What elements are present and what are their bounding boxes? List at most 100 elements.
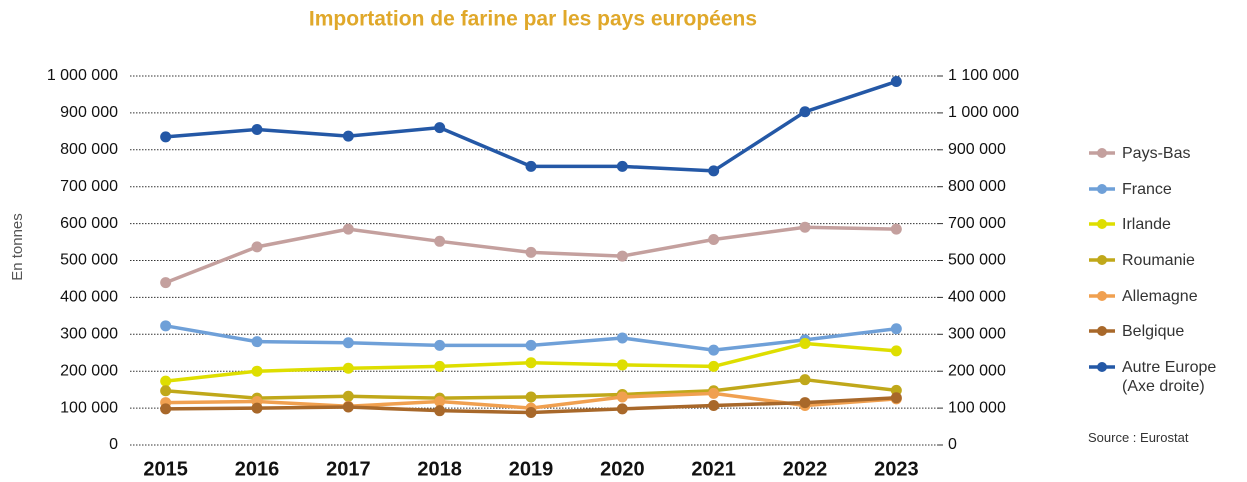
legend-swatch [1089, 148, 1115, 158]
y-tick-label: 600 000 [60, 215, 118, 232]
data-point [616, 250, 628, 262]
data-point [160, 403, 172, 415]
legend-swatch [1089, 362, 1115, 373]
y2-tick-label: 1 100 000 [948, 67, 1019, 84]
y-tick-label: 300 000 [60, 326, 118, 343]
data-point [434, 122, 446, 134]
legend-dot [1097, 362, 1107, 373]
legend-entry: France [1088, 180, 1238, 216]
y-tick-label: 900 000 [60, 104, 118, 121]
legend-entry: Allemagne [1088, 287, 1238, 323]
legend-entry: Roumanie [1088, 251, 1238, 287]
data-point [160, 375, 172, 387]
data-point [890, 223, 902, 235]
data-point [708, 400, 720, 412]
data-point [251, 402, 263, 414]
data-point [708, 233, 720, 245]
x-tick-label: 2018 [417, 458, 462, 480]
data-point [160, 277, 172, 289]
chart-title: Importation de farine par les pays europ… [309, 8, 757, 31]
data-point [799, 338, 811, 350]
y-tick-label: 0 [109, 436, 118, 453]
legend-dot [1097, 183, 1107, 194]
legend-dot [1097, 148, 1107, 158]
legend-label: Roumanie [1122, 252, 1195, 270]
y2-tick-label: 200 000 [948, 362, 1006, 379]
y-tick-label: 1 000 000 [47, 67, 118, 84]
legend-label: Allemagne [1122, 287, 1198, 305]
x-tick-label: 2015 [143, 458, 188, 480]
legend-entry: Belgique [1088, 322, 1238, 358]
y-tick-label: 200 000 [60, 362, 118, 379]
data-point [342, 130, 354, 142]
data-point [434, 395, 446, 407]
y-tick-label: 800 000 [60, 141, 118, 158]
data-point [160, 385, 172, 397]
data-point [616, 160, 628, 172]
data-point [251, 365, 263, 377]
series-line [165, 79, 897, 173]
data-point [616, 403, 628, 415]
data-point [799, 374, 811, 386]
y-axis-label: En tonnes [9, 213, 26, 281]
legend-label: Irlande [1122, 216, 1171, 234]
data-point [525, 160, 537, 172]
y2-tick-label: 100 000 [948, 399, 1006, 416]
data-point [708, 360, 720, 372]
y2-tick-label: 0 [948, 436, 957, 453]
x-tick-label: 2019 [509, 458, 554, 480]
legend: Pays-Bas France Irlande Roumanie Allemagne Be… [1088, 144, 1238, 395]
data-point [342, 362, 354, 374]
data-point [434, 235, 446, 247]
data-point [525, 357, 537, 369]
data-point [160, 131, 172, 143]
data-point [525, 407, 537, 419]
data-point [799, 397, 811, 409]
legend-entry: Autre Europe (Axe droite) [1088, 358, 1238, 395]
data-point [799, 221, 811, 233]
data-point [342, 401, 354, 413]
source: Source : Eurostat [1088, 430, 1189, 445]
y2-tick-label: 700 000 [948, 215, 1006, 232]
legend-label: France [1122, 180, 1172, 198]
legend-dot [1097, 255, 1107, 266]
data-point [616, 359, 628, 371]
legend-swatch [1089, 219, 1115, 230]
data-point [799, 106, 811, 118]
data-point [342, 390, 354, 402]
data-point [434, 360, 446, 372]
data-point [890, 76, 902, 88]
y2-tick-label: 1 000 000 [948, 104, 1019, 121]
legend-dot [1097, 326, 1107, 337]
x-tick-label: 2022 [783, 458, 828, 480]
data-point [160, 320, 172, 332]
x-tick-label: 2017 [326, 458, 371, 480]
data-point [525, 391, 537, 403]
y2-tick-label: 900 000 [948, 141, 1006, 158]
y-tick-label: 700 000 [60, 178, 118, 195]
x-tick-label: 2020 [600, 458, 645, 480]
data-point [251, 124, 263, 136]
legend-swatch [1089, 290, 1115, 301]
legend-swatch [1089, 326, 1115, 337]
data-point [890, 345, 902, 357]
data-point [616, 391, 628, 403]
data-point [616, 332, 628, 344]
y2-tick-label: 300 000 [948, 326, 1006, 343]
y-tick-label: 100 000 [60, 399, 118, 416]
data-point [434, 405, 446, 417]
legend-swatch [1089, 183, 1115, 194]
y2-tick-label: 400 000 [948, 289, 1006, 306]
x-tick-label: 2023 [874, 458, 919, 480]
legend-label: Pays-Bas [1122, 145, 1191, 162]
y-tick-label: 400 000 [60, 289, 118, 306]
data-point [342, 223, 354, 235]
data-point [251, 241, 263, 253]
legend-entry: Irlande [1088, 215, 1238, 251]
y2-tick-label: 500 000 [948, 252, 1006, 269]
data-point [708, 344, 720, 356]
legend-dot [1097, 290, 1107, 301]
x-tick-label: 2016 [235, 458, 280, 480]
data-point [708, 165, 720, 177]
